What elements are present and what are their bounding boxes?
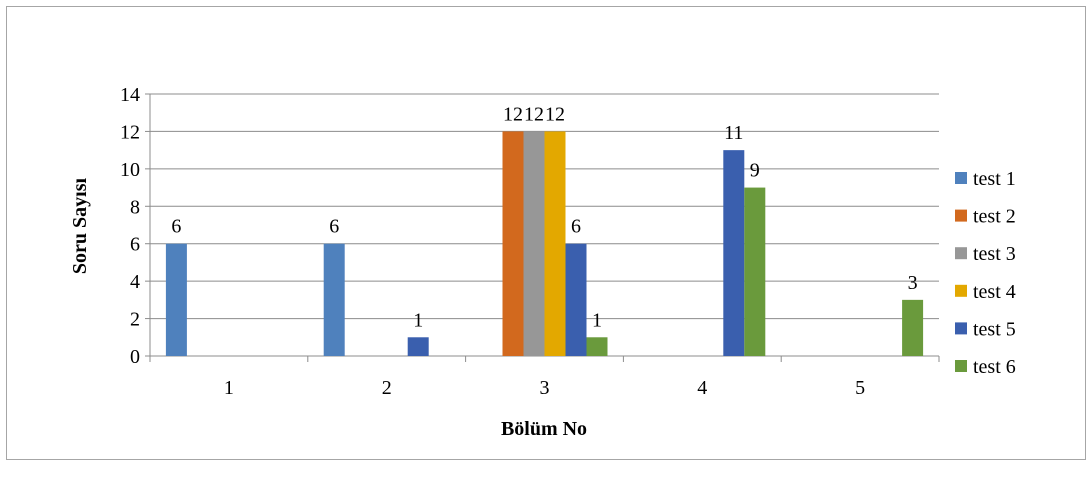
legend-swatch	[955, 322, 967, 335]
legend-label: test 4	[973, 281, 1016, 303]
bar-test-5-cat-4	[723, 150, 745, 356]
bar-test-6-cat-3	[586, 337, 608, 356]
data-label: 9	[750, 160, 760, 182]
y-tick-label: 8	[130, 196, 140, 218]
data-label: 6	[571, 216, 581, 238]
legend-item-test-1: test 1	[955, 168, 1016, 190]
legend-swatch	[955, 247, 967, 260]
data-label: 6	[329, 216, 339, 238]
y-tick-label: 10	[120, 159, 140, 181]
y-tick-label: 0	[130, 346, 140, 368]
x-axis-title: Bölüm No	[501, 418, 587, 440]
y-axis-title: Soru Sayısı	[69, 177, 91, 274]
x-tick-label: 1	[224, 377, 234, 399]
x-tick-label: 4	[697, 377, 707, 399]
legend-swatch	[955, 209, 967, 222]
bar-test-6-cat-5	[902, 299, 924, 356]
bar-test-5-cat-3	[565, 243, 587, 356]
y-tick-label: 12	[120, 121, 140, 143]
x-tick-label: 3	[540, 377, 550, 399]
data-label: 12	[524, 103, 544, 125]
data-label: 1	[413, 309, 423, 331]
data-label: 12	[545, 103, 565, 125]
legend-label: test 6	[973, 356, 1016, 378]
data-label: 3	[908, 272, 918, 294]
legend-item-test-2: test 2	[955, 206, 1016, 228]
legend-swatch	[955, 360, 967, 372]
legend-label: test 3	[973, 243, 1016, 265]
y-tick-label: 2	[130, 309, 140, 331]
data-label: 12	[503, 103, 523, 125]
data-label: 1	[592, 309, 602, 331]
bar-test-1-cat-1	[165, 243, 187, 356]
bar-test-4-cat-3	[544, 131, 566, 356]
y-tick-label: 14	[120, 84, 140, 106]
legend-label: test 1	[973, 168, 1016, 190]
bar-test-5-cat-2	[407, 337, 429, 356]
data-label: 11	[724, 122, 743, 144]
y-tick-label: 6	[130, 234, 140, 256]
bar-test-1-cat-2	[323, 243, 345, 356]
legend: test 1 test 2 test 3 test 4 test 5 test 6	[955, 168, 1016, 378]
legend-swatch	[955, 284, 967, 297]
bar-test-3-cat-3	[523, 131, 545, 356]
legend-swatch	[955, 172, 967, 184]
legend-item-test-4: test 4	[955, 281, 1016, 303]
legend-item-test-6: test 6	[955, 356, 1016, 378]
y-tick-label: 4	[130, 271, 140, 293]
bars	[165, 131, 924, 356]
bar-test-2-cat-3	[502, 131, 524, 356]
legend-item-test-5: test 5	[955, 318, 1016, 340]
x-tick-label: 2	[382, 377, 392, 399]
bar-test-6-cat-4	[744, 187, 766, 356]
data-label: 6	[171, 216, 181, 238]
x-tick-label: 5	[855, 377, 865, 399]
legend-label: test 5	[973, 318, 1016, 340]
legend-item-test-3: test 3	[955, 243, 1016, 265]
legend-label: test 2	[973, 206, 1016, 228]
